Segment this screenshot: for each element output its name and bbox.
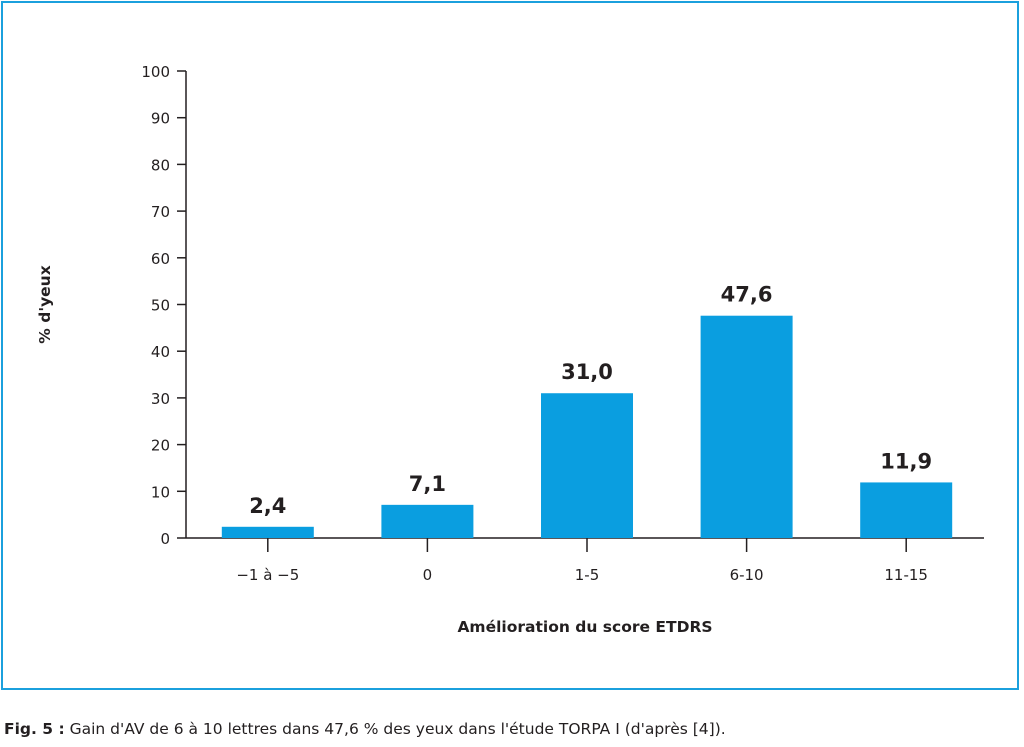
bar-chart: 0 10 20 30 40 50 60 70 80 90 100 −1 à −5 0 1-5 6-10 11… [36,63,984,636]
figure-frame [1,1,1019,690]
data-labels: 2,4 7,1 31,0 47,6 11,9 [249,283,932,518]
y-tick-label: 80 [151,156,170,174]
y-tick-label: 10 [151,483,170,501]
x-tick-label: 11-15 [884,566,928,584]
y-axis: 0 10 20 30 40 50 60 70 80 90 100 [141,63,187,548]
y-tick-label: 60 [151,250,170,268]
y-tick-label: 20 [151,437,170,455]
bar [700,315,793,538]
x-tick-label: 6-10 [730,566,764,584]
x-tick-label: 1-5 [575,566,600,584]
x-axis-title: Amélioration du score ETDRS [457,618,712,636]
bar [860,482,953,538]
bars [221,315,953,538]
y-tick-label: 90 [151,110,170,128]
data-label: 2,4 [249,494,286,518]
y-tick-label: 30 [151,390,170,408]
y-tick-label: 40 [151,343,170,361]
y-axis-title: % d'yeux [36,265,54,343]
caption-label: Fig. 5 : [4,720,65,738]
data-label: 31,0 [561,360,613,384]
data-label: 11,9 [880,449,932,473]
x-tick-label: −1 à −5 [236,566,299,584]
x-tick-label: 0 [423,566,433,584]
y-tick-label: 0 [160,530,170,548]
caption-text: Gain d'AV de 6 à 10 lettres dans 47,6 % … [64,720,726,738]
y-tick-label: 50 [151,297,170,315]
bar [381,504,474,538]
bar [541,393,633,538]
x-axis: −1 à −5 0 1-5 6-10 11-15 [186,537,984,584]
figure-caption: Fig. 5 : Gain d'AV de 6 à 10 lettres dan… [4,720,726,738]
data-label: 7,1 [409,472,446,496]
y-tick-label: 100 [141,63,170,81]
y-tick-label: 70 [151,203,170,221]
bar [221,526,314,538]
data-label: 47,6 [721,283,773,307]
